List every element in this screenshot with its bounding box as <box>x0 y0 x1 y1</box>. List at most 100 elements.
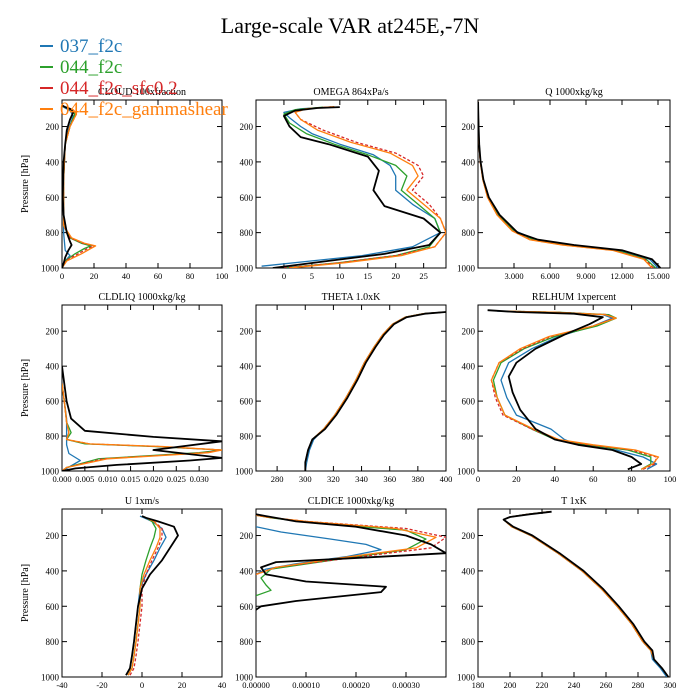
legend: 037_f2c044_f2c044_f2c_sfc0.2044_f2c_gamm… <box>40 36 228 120</box>
x-tick-label: 0.00010 <box>292 680 320 690</box>
x-tick-label: 220 <box>536 680 549 690</box>
x-tick-label: 400 <box>440 474 453 484</box>
y-tick-label: 400 <box>46 157 60 167</box>
y-tick-label: 600 <box>46 602 60 612</box>
y-tick-label: 400 <box>46 566 60 576</box>
x-tick-label: 40 <box>122 271 131 281</box>
series-line-obs <box>272 106 442 268</box>
panel-frame <box>477 304 671 472</box>
y-axis-label: Pressure [hPa] <box>20 155 31 213</box>
x-tick-label: 280 <box>632 680 645 690</box>
x-tick-label: 260 <box>600 680 613 690</box>
y-tick-label: 600 <box>240 602 254 612</box>
x-tick-label: 25 <box>419 271 428 281</box>
legend-label: 037_f2c <box>60 36 122 57</box>
x-tick-label: 100 <box>664 474 677 484</box>
y-tick-label: 1000 <box>235 467 254 477</box>
series-line-037_f2c <box>478 101 659 268</box>
legend-label: 044_f2c_sfc0.2 <box>60 78 178 99</box>
y-tick-label: 400 <box>240 362 254 372</box>
series-line-obs <box>304 311 446 471</box>
figure-title: Large-scale VAR at245E,-7N <box>221 13 480 38</box>
y-tick-label: 800 <box>46 637 60 647</box>
x-tick-label: 0.000 <box>52 474 71 484</box>
series-line-obs <box>478 101 662 268</box>
x-tick-label: 3.000 <box>504 271 523 281</box>
panel-title: THETA 1.0xK <box>322 292 381 303</box>
y-tick-label: 1000 <box>41 673 60 683</box>
series-line-obs <box>502 510 670 677</box>
series-line-044_f2c <box>492 310 652 470</box>
y-tick-label: 200 <box>240 122 254 132</box>
panel-frame <box>255 508 447 678</box>
legend-label: 044_f2c_gammashear <box>60 99 228 120</box>
x-tick-label: 300 <box>299 474 312 484</box>
y-tick-label: 600 <box>46 193 60 203</box>
y-tick-label: 600 <box>462 602 476 612</box>
panel-title: CLDLIQ 1000xkg/kg <box>99 292 186 303</box>
x-tick-label: 5 <box>310 271 314 281</box>
y-tick-label: 800 <box>46 432 60 442</box>
x-tick-label: 20 <box>90 271 99 281</box>
x-tick-label: 9.000 <box>576 271 595 281</box>
y-tick-label: 600 <box>46 397 60 407</box>
y-tick-label: 400 <box>240 157 254 167</box>
x-tick-label: 15.000 <box>646 271 669 281</box>
x-tick-label: 200 <box>504 680 517 690</box>
x-tick-label: 100 <box>216 271 229 281</box>
y-tick-label: 800 <box>462 228 476 238</box>
series-line-044_f2c_gammashear <box>289 106 446 268</box>
y-tick-label: 600 <box>240 397 254 407</box>
panel-title: OMEGA 864xPa/s <box>313 87 388 98</box>
x-tick-label: 6.000 <box>540 271 559 281</box>
series-line-obs <box>256 513 446 611</box>
y-tick-label: 800 <box>462 432 476 442</box>
y-tick-label: 200 <box>46 327 60 337</box>
panel-frame <box>255 99 447 269</box>
x-tick-label: 0 <box>282 271 286 281</box>
series-line-037_f2c <box>62 383 81 471</box>
series-line-044_f2c <box>283 106 442 268</box>
legend-label: 044_f2c <box>60 57 122 78</box>
x-tick-label: 20 <box>178 680 187 690</box>
panel-title: T 1xK <box>561 496 587 507</box>
x-tick-label: 380 <box>411 474 424 484</box>
x-tick-label: 20 <box>512 474 521 484</box>
series-line-037_f2c <box>261 106 442 267</box>
y-tick-label: 800 <box>46 228 60 238</box>
y-tick-label: 1000 <box>235 264 254 274</box>
y-tick-label: 200 <box>240 531 254 541</box>
x-tick-label: 0.00020 <box>342 680 370 690</box>
series-line-044_f2c_sfc0.2 <box>62 383 222 471</box>
panel: Q 1000xkg/kg 200 400 600 800 1000 3.000 6.000 9.… <box>457 87 671 281</box>
y-tick-label: 1000 <box>235 673 254 683</box>
panel-title: CLOUD 100xfraction <box>98 87 186 98</box>
series-line-044_f2c_gammashear <box>62 383 222 471</box>
series-line-044_f2c_sfc0.2 <box>304 311 446 471</box>
y-tick-label: 1000 <box>457 264 476 274</box>
series-line-037_f2c <box>497 310 658 470</box>
x-tick-label: 80 <box>186 271 195 281</box>
panel-frame <box>61 508 223 678</box>
x-tick-label: 0 <box>140 680 144 690</box>
y-tick-label: 400 <box>462 157 476 167</box>
y-tick-label: 1000 <box>457 673 476 683</box>
panel-title: U 1xm/s <box>125 496 159 507</box>
x-tick-label: -40 <box>56 680 67 690</box>
panel-frame <box>477 508 671 678</box>
y-axis-label: Pressure [hPa] <box>20 564 31 622</box>
y-tick-label: 200 <box>462 531 476 541</box>
x-tick-label: 280 <box>271 474 284 484</box>
panel-title: Q 1000xkg/kg <box>545 87 603 98</box>
x-tick-label: 0.005 <box>75 474 94 484</box>
series-line-044_f2c <box>304 311 446 471</box>
x-tick-label: 360 <box>383 474 396 484</box>
series-line-037_f2c <box>304 311 446 471</box>
x-tick-label: 180 <box>472 680 485 690</box>
x-tick-label: 15 <box>364 271 373 281</box>
x-tick-label: 240 <box>568 680 581 690</box>
series-line-044_f2c_sfc0.2 <box>129 515 163 676</box>
